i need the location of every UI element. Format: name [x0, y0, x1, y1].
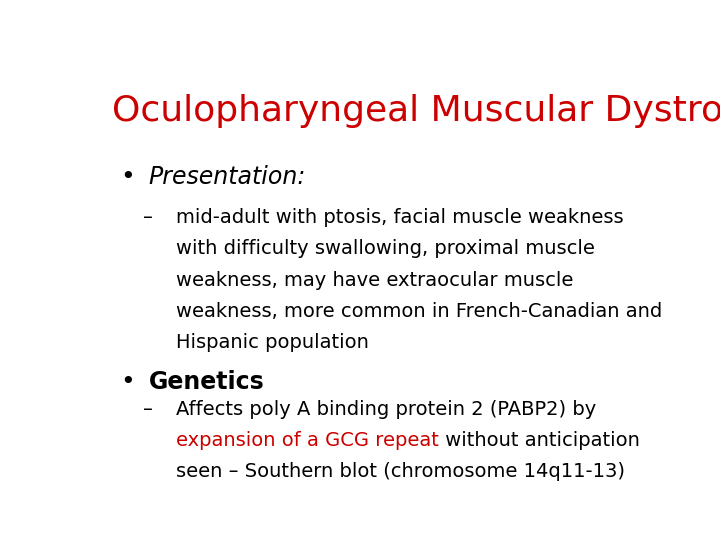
Text: Hispanic population: Hispanic population [176, 333, 369, 352]
Text: weakness, more common in French-Canadian and: weakness, more common in French-Canadian… [176, 302, 662, 321]
Text: Presentation:: Presentation: [148, 165, 306, 188]
Text: mid-adult with ptosis, facial muscle weakness: mid-adult with ptosis, facial muscle wea… [176, 208, 624, 227]
Text: expansion of a GCG repeat: expansion of a GCG repeat [176, 431, 439, 450]
Text: •: • [121, 165, 135, 188]
Text: without anticipation: without anticipation [439, 431, 640, 450]
Text: with difficulty swallowing, proximal muscle: with difficulty swallowing, proximal mus… [176, 239, 595, 259]
Text: Affects poly A binding protein 2 (PABP2) by: Affects poly A binding protein 2 (PABP2)… [176, 400, 597, 419]
Text: •: • [121, 370, 135, 394]
Text: weakness, may have extraocular muscle: weakness, may have extraocular muscle [176, 271, 574, 289]
Text: seen – Southern blot (chromosome 14q11-13): seen – Southern blot (chromosome 14q11-1… [176, 462, 626, 481]
Text: –: – [143, 400, 153, 419]
Text: –: – [143, 208, 153, 227]
Text: Genetics: Genetics [148, 370, 264, 394]
Text: Oculopharyngeal Muscular Dystrophy: Oculopharyngeal Muscular Dystrophy [112, 94, 720, 128]
